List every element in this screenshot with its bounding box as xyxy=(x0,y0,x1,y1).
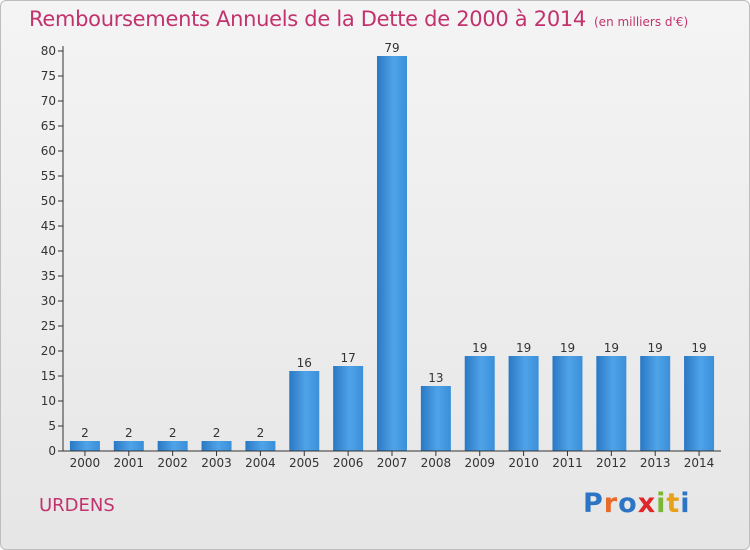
bar-value-label-2009: 19 xyxy=(472,341,487,355)
bar-value-label-2004: 2 xyxy=(257,426,265,440)
bar-2008 xyxy=(420,386,451,451)
y-tick-label: 25 xyxy=(41,319,56,333)
bar-value-label-2000: 2 xyxy=(81,426,89,440)
y-tick-label: 40 xyxy=(41,244,56,258)
y-tick-label: 30 xyxy=(41,294,56,308)
x-tick-label-2001: 2001 xyxy=(114,456,145,470)
bar-2001 xyxy=(113,441,144,451)
bar-2010 xyxy=(508,356,539,451)
y-tick-label: 5 xyxy=(48,419,56,433)
x-tick-label-2005: 2005 xyxy=(289,456,320,470)
bar-2012 xyxy=(596,356,627,451)
bar-value-label-2003: 2 xyxy=(213,426,221,440)
y-tick-label: 35 xyxy=(41,269,56,283)
bar-2002 xyxy=(157,441,188,451)
logo-letter: i xyxy=(680,488,691,519)
bar-2005 xyxy=(289,371,320,451)
x-tick-label-2003: 2003 xyxy=(201,456,232,470)
x-tick-label-2013: 2013 xyxy=(640,456,671,470)
bar-2014 xyxy=(684,356,715,451)
bar-2006 xyxy=(333,366,364,451)
bar-value-label-2007: 79 xyxy=(384,41,399,55)
bar-value-label-2008: 13 xyxy=(428,371,443,385)
y-tick-label: 75 xyxy=(41,69,56,83)
x-tick-label-2000: 2000 xyxy=(70,456,101,470)
bar-2000 xyxy=(69,441,100,451)
bar-value-label-2005: 16 xyxy=(297,356,312,370)
logo-letter: i xyxy=(656,488,667,519)
y-tick-label: 55 xyxy=(41,169,56,183)
x-tick-label-2004: 2004 xyxy=(245,456,276,470)
x-tick-label-2007: 2007 xyxy=(377,456,408,470)
x-tick-label-2010: 2010 xyxy=(508,456,539,470)
logo-letter: r xyxy=(603,488,619,519)
bar-value-label-2002: 2 xyxy=(169,426,177,440)
x-tick-label-2008: 2008 xyxy=(421,456,452,470)
bar-value-label-2010: 19 xyxy=(516,341,531,355)
x-axis-ticks: 2000 2001 2002 2003 2004 2005 2006 2007 2008 2009… xyxy=(70,451,715,470)
bar-2011 xyxy=(552,356,583,451)
bar-2007 xyxy=(377,56,407,451)
y-axis-ticks: 0 5 10 15 20 25 30 35 40 45 50 55 60 65 70 75 80 xyxy=(41,44,63,458)
place-name: URDENS xyxy=(39,495,115,516)
bar-value-label-2006: 17 xyxy=(340,351,355,365)
chart-subtitle: (en milliers d'€) xyxy=(594,15,689,29)
x-tick-label-2011: 2011 xyxy=(552,456,583,470)
bars: 2 2 2 2 2 16 17 79 13 19 19 19 19 19 19 xyxy=(69,41,715,451)
y-tick-label: 45 xyxy=(41,219,56,233)
x-tick-label-2012: 2012 xyxy=(596,456,627,470)
logo-letter: x xyxy=(637,488,657,519)
x-tick-label-2009: 2009 xyxy=(464,456,495,470)
y-tick-label: 15 xyxy=(41,369,56,383)
y-tick-label: 20 xyxy=(41,344,56,358)
bar-value-label-2013: 19 xyxy=(648,341,663,355)
y-tick-label: 0 xyxy=(48,444,56,458)
y-tick-label: 50 xyxy=(41,194,56,208)
bar-value-label-2001: 2 xyxy=(125,426,133,440)
y-tick-label: 65 xyxy=(41,119,56,133)
y-tick-label: 80 xyxy=(41,44,56,58)
proxiti-logo[interactable]: Proxiti xyxy=(583,488,691,519)
x-tick-label-2014: 2014 xyxy=(684,456,715,470)
x-tick-label-2002: 2002 xyxy=(157,456,188,470)
y-tick-label: 10 xyxy=(41,394,56,408)
chart-title-text: Remboursements Annuels de la Dette de 20… xyxy=(29,7,586,31)
bar-2004 xyxy=(245,441,276,451)
bar-2013 xyxy=(640,356,671,451)
bar-2009 xyxy=(464,356,495,451)
bar-value-label-2011: 19 xyxy=(560,341,575,355)
logo-letter: P xyxy=(583,488,604,519)
logo-letter: o xyxy=(618,488,638,519)
bar-value-label-2014: 19 xyxy=(691,341,706,355)
bar-value-label-2012: 19 xyxy=(604,341,619,355)
y-tick-label: 60 xyxy=(41,144,56,158)
y-tick-label: 70 xyxy=(41,94,56,108)
chart-title: Remboursements Annuels de la Dette de 20… xyxy=(29,7,688,31)
bar-2003 xyxy=(201,441,232,451)
logo-letter: t xyxy=(666,488,681,519)
x-tick-label-2006: 2006 xyxy=(333,456,364,470)
